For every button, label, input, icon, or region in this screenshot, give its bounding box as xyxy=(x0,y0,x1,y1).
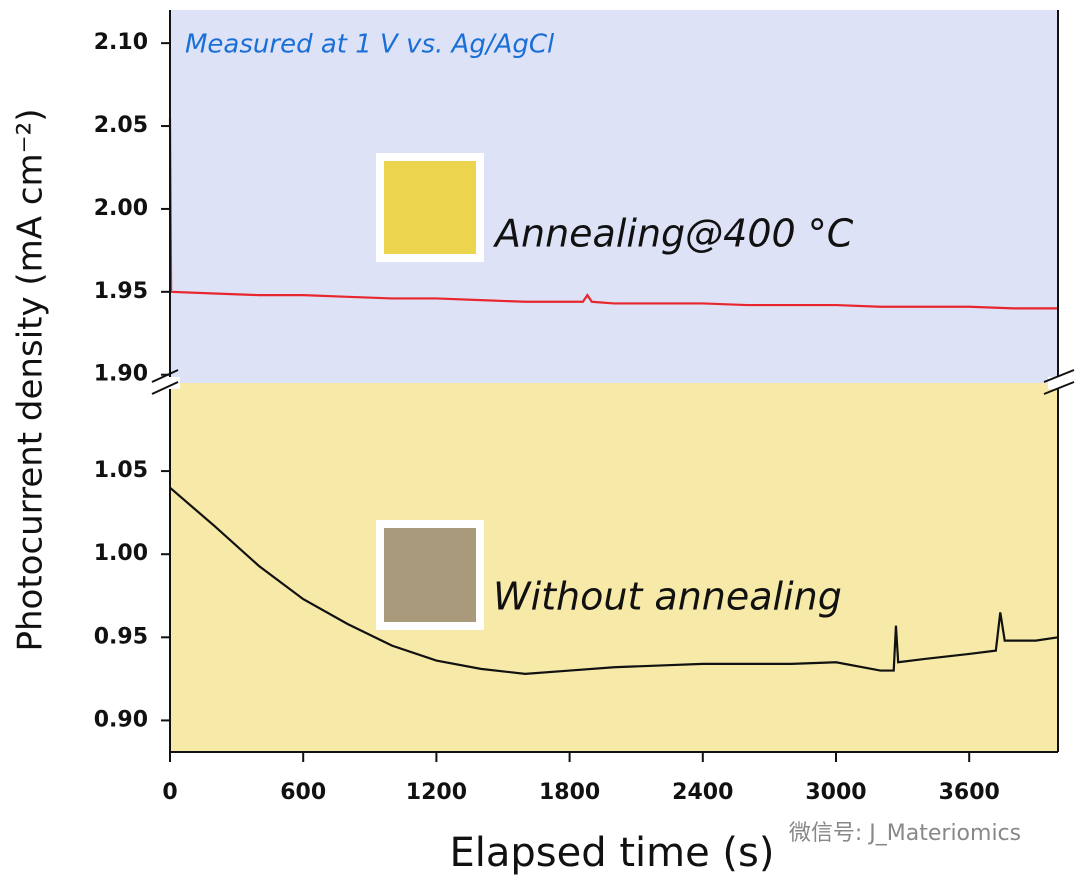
legend-label: Without annealing xyxy=(493,575,842,619)
x-tick-label: 3600 xyxy=(939,780,1000,805)
y-tick-label: 2.10 xyxy=(94,30,148,55)
annotation: Measured at 1 V vs. Ag/AgCl xyxy=(185,30,555,60)
axis-break-gap xyxy=(1048,377,1078,389)
y-tick-label: 1.90 xyxy=(94,362,148,387)
axis-break xyxy=(151,369,179,383)
x-tick-label: 2400 xyxy=(672,780,733,805)
x-axis-label: Elapsed time (s) xyxy=(450,830,775,876)
y-tick-label: 2.00 xyxy=(94,196,148,221)
y-tick-label: 0.95 xyxy=(94,624,148,649)
data-line xyxy=(169,486,1059,675)
y-axis-label: Photocurrent density (mA cm⁻²) xyxy=(11,108,51,651)
x-tick-label: 3000 xyxy=(805,780,866,805)
y-tick-label: 1.95 xyxy=(94,279,148,304)
top-panel-bg xyxy=(170,10,1058,383)
y-tick-label: 1.00 xyxy=(94,541,148,566)
annealed-sample-swatch xyxy=(384,161,476,254)
data-line xyxy=(168,117,1058,310)
x-tick-label: 0 xyxy=(162,780,177,805)
y-tick-label: 0.90 xyxy=(94,707,148,732)
watermark: 微信号: J_Materiomics xyxy=(789,821,1021,846)
x-tick-label: 1800 xyxy=(539,780,600,805)
unannealed-sample-swatch xyxy=(384,528,476,622)
axis-break xyxy=(1043,369,1075,383)
axis-break xyxy=(1043,381,1075,395)
legend-label: Annealing@400 °C xyxy=(492,212,854,256)
x-tick-label: 600 xyxy=(280,780,326,805)
y-tick-label: 1.05 xyxy=(94,458,148,483)
bottom-panel-bg xyxy=(170,383,1058,752)
axis-break xyxy=(151,381,179,395)
y-tick-label: 2.05 xyxy=(94,113,148,138)
x-tick-label: 1200 xyxy=(406,780,467,805)
